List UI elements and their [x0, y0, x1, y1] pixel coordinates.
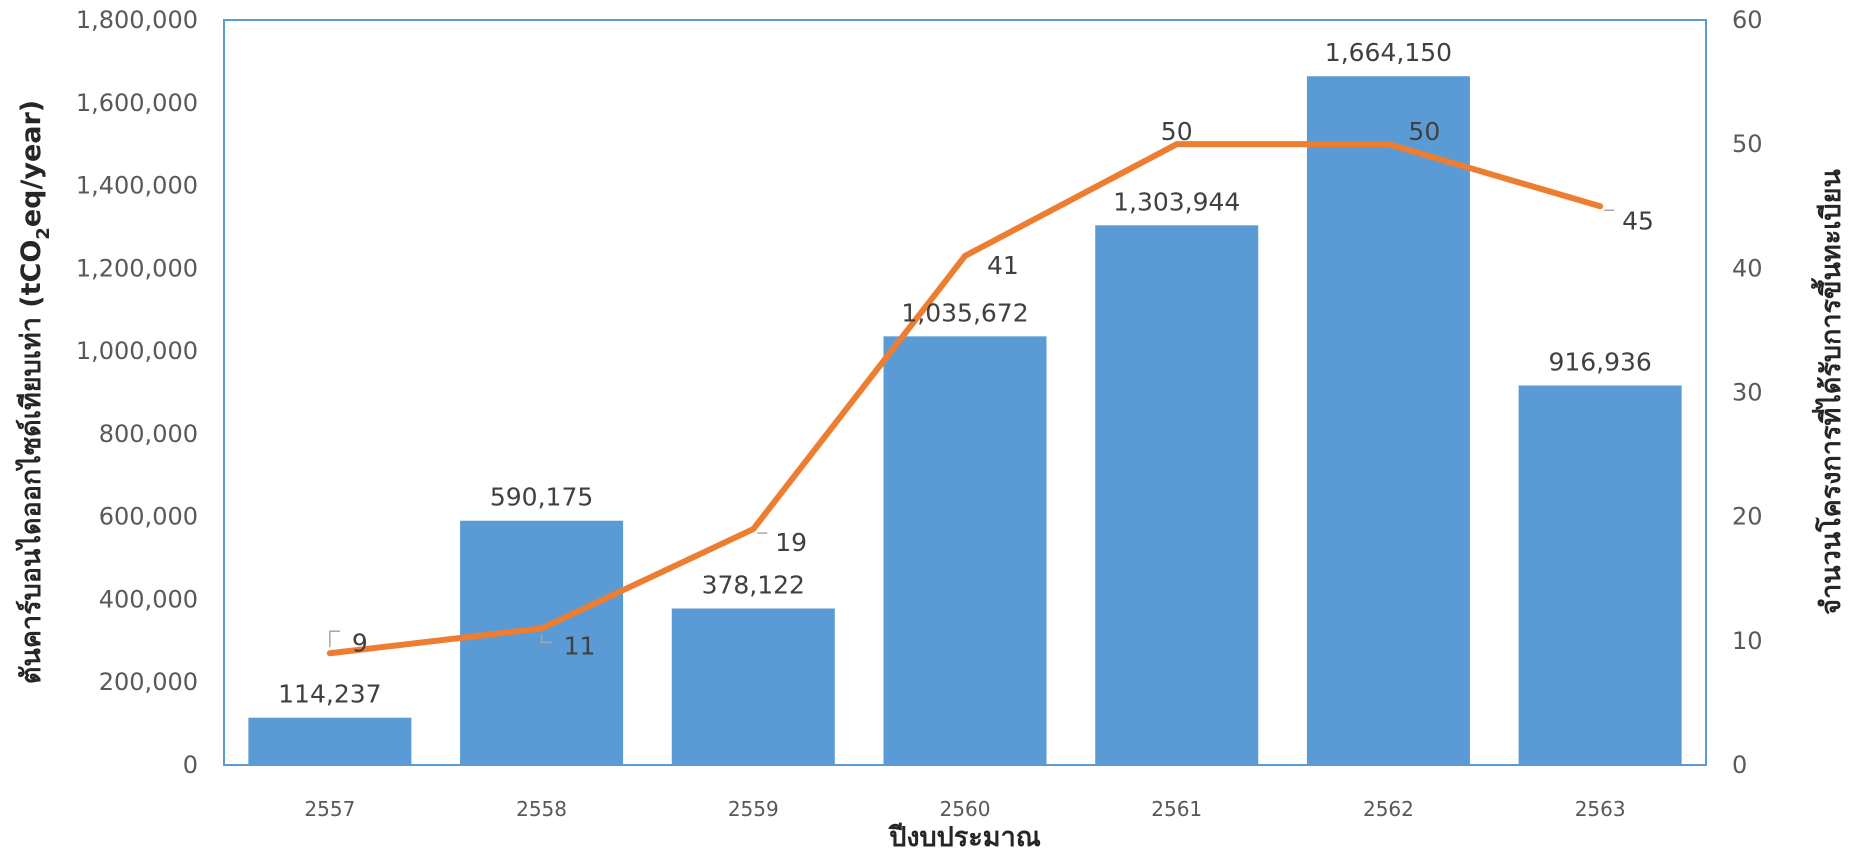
bar-value-label: 590,175 [490, 483, 593, 512]
y-axis-title: ตันคาร์บอนไดออกไซด์เทียบเท่า (tCO2eq/yea… [15, 100, 54, 684]
y-tick-label: 1,000,000 [76, 337, 198, 365]
x-tick-label: 2563 [1575, 797, 1626, 821]
bar [883, 336, 1047, 765]
x-tick-label: 2561 [1151, 797, 1202, 821]
x-axis-title: ปีงบประมาณ [888, 822, 1041, 852]
y2-axis-title: จำนวนโครงการที่ได้รับการขึ้นทะเบียน [1810, 169, 1847, 615]
y2-tick-label: 30 [1732, 379, 1763, 407]
y-tick-label: 1,400,000 [76, 172, 198, 200]
y-tick-label: 600,000 [99, 503, 198, 531]
bar [671, 608, 835, 765]
bar-value-label: 916,936 [1548, 347, 1651, 376]
y-tick-label: 400,000 [99, 585, 198, 613]
line-value-label: 50 [1161, 117, 1193, 146]
left-y-axis-ticks: 0 200,000 400,000 600,000 800,000 1,000,000 1,… [76, 6, 198, 779]
y2-tick-label: 50 [1732, 130, 1763, 158]
y2-tick-label: 20 [1732, 503, 1763, 531]
y-tick-label: 1,200,000 [76, 254, 198, 282]
x-tick-label: 2560 [940, 797, 991, 821]
bar [1306, 76, 1470, 765]
x-tick-label: 2562 [1363, 797, 1414, 821]
bar-value-label: 1,664,150 [1325, 38, 1452, 67]
line-value-label: 45 [1622, 206, 1654, 235]
label-leader [329, 630, 340, 648]
x-axis-ticks: 2557 2558 2559 2560 2561 2562 2563 [304, 797, 1625, 821]
bar [1518, 385, 1682, 765]
line-value-label: 19 [775, 528, 807, 557]
line-value-label: 41 [987, 251, 1019, 280]
y-tick-label: 800,000 [99, 420, 198, 448]
line-value-label: 9 [352, 628, 368, 657]
line-data-labels: 9 11 19 41 50 50 45 [329, 117, 1654, 660]
x-tick-label: 2558 [516, 797, 567, 821]
bar-series [248, 76, 1682, 765]
label-leader [540, 634, 552, 644]
line-path [326, 141, 1604, 657]
bar-value-label: 1,303,944 [1113, 187, 1240, 216]
y-tick-label: 1,800,000 [76, 6, 198, 34]
bar-value-label: 1,035,672 [901, 298, 1028, 327]
y2-tick-label: 10 [1732, 627, 1763, 655]
y2-tick-label: 40 [1732, 254, 1763, 282]
bar-value-label: 378,122 [702, 570, 805, 599]
y2-tick-label: 60 [1732, 6, 1763, 34]
line-value-label: 50 [1408, 117, 1440, 146]
y-tick-label: 200,000 [99, 668, 198, 696]
y-tick-label: 1,600,000 [76, 89, 198, 117]
x-tick-label: 2559 [728, 797, 779, 821]
bar-data-labels: 114,237 590,175 378,122 1,035,672 1,303,944 1… [278, 38, 1652, 708]
line-series [326, 141, 1604, 657]
y2-tick-label: 0 [1732, 751, 1747, 779]
right-y-axis-ticks: 0 10 20 30 40 50 60 [1732, 6, 1763, 779]
bar-value-label: 114,237 [278, 680, 381, 709]
line-value-label: 11 [564, 631, 596, 660]
bar [1095, 225, 1259, 765]
y-tick-label: 0 [183, 751, 198, 779]
bar [248, 717, 412, 765]
x-tick-label: 2557 [304, 797, 355, 821]
